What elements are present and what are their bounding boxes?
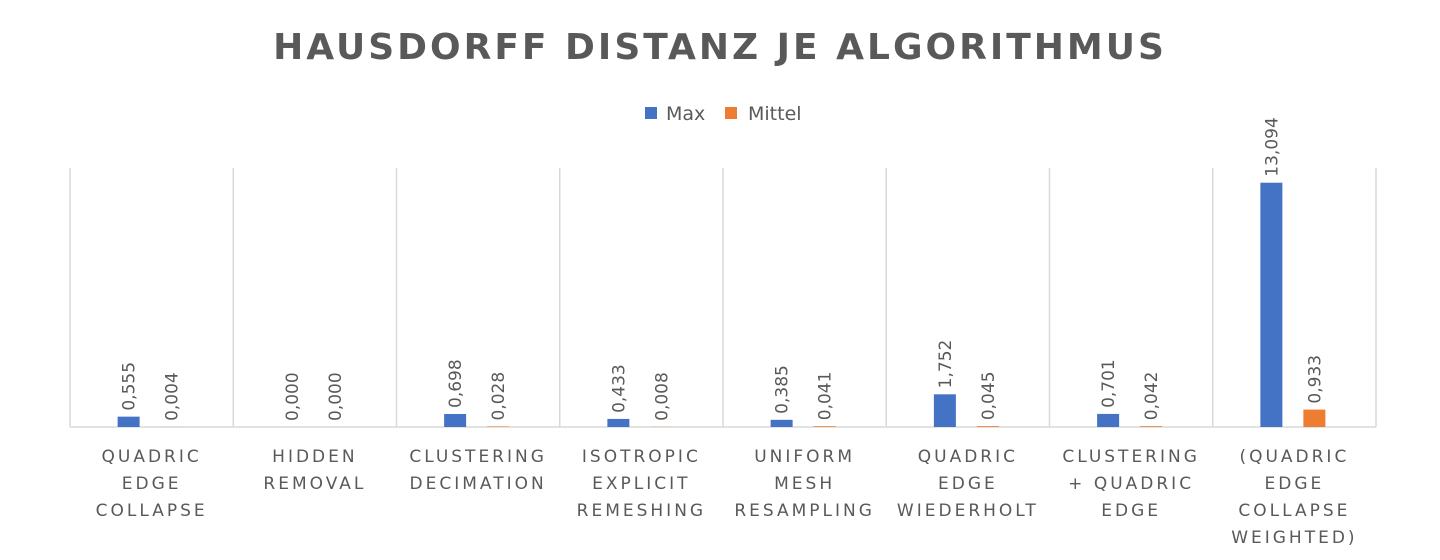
category-label: DECIMATION [410, 474, 547, 494]
category-label: QUADRIC [918, 447, 1018, 467]
category-label: EDGE [938, 474, 998, 494]
category-label: CLUSTERING [409, 447, 547, 467]
category-label: REMOVAL [263, 474, 366, 494]
bar-max [444, 413, 467, 427]
category-label: EDGE [122, 474, 182, 494]
bar-max [607, 418, 630, 427]
bar-max [770, 419, 793, 427]
bar-mittel [1303, 409, 1326, 427]
category-label: MESH [774, 474, 835, 494]
category-label: CLUSTERING [1062, 447, 1200, 467]
data-label-mittel: 0,004 [163, 372, 183, 421]
category-label: HIDDEN [272, 447, 357, 467]
bar-mittel [487, 426, 510, 427]
category-label: WIEDERHOLT [897, 501, 1039, 521]
data-label-max: 0,385 [773, 365, 793, 414]
data-label-mittel: 0,045 [979, 371, 999, 420]
data-label-max: 0,698 [446, 359, 466, 408]
category-label: EDGE [1265, 474, 1325, 494]
data-label-mittel: 0,041 [816, 372, 836, 421]
category-label: COLLAPSE [1238, 501, 1350, 521]
legend-swatch-max [645, 107, 657, 119]
bar-mittel [976, 426, 999, 427]
data-label-max: 0,433 [609, 364, 629, 413]
bars [117, 182, 1326, 427]
category-label: EDGE [1101, 501, 1161, 521]
category-label: (QUADRIC [1239, 447, 1349, 467]
category-label: WEIGHTED) [1231, 528, 1357, 548]
gridlines [69, 168, 1377, 428]
category-label: ISOTROPIC [582, 447, 701, 467]
category-label: QUADRIC [102, 447, 202, 467]
legend-label-mittel: Mittel [748, 103, 802, 125]
bar-max [1260, 182, 1283, 427]
data-label-mittel: 0,008 [652, 372, 672, 421]
data-label-max: 0,701 [1099, 359, 1119, 408]
legend-label-max: Max [666, 103, 705, 125]
data-label-mittel: 0,042 [1142, 372, 1162, 421]
category-labels: QUADRIC EDGE COLLAPSE HIDDEN REMOVAL CLUSTERI… [96, 447, 1357, 548]
data-label-mittel: 0,028 [489, 372, 509, 421]
category-label: COLLAPSE [96, 501, 208, 521]
data-label-mittel: 0,933 [1305, 355, 1325, 404]
data-label-max: 1,752 [936, 340, 956, 389]
bar-max [117, 416, 140, 427]
bar-mittel [1140, 426, 1163, 427]
category-label: UNIFORM [754, 447, 855, 467]
bar-max [1097, 413, 1120, 427]
legend-swatch-mittel [725, 107, 737, 119]
data-label-max: 0,555 [120, 362, 140, 411]
category-label: RESAMPLING [734, 501, 875, 521]
data-label-max: 0,000 [283, 372, 303, 421]
data-label-mittel: 0,000 [326, 372, 346, 421]
category-label: + QUADRIC [1068, 474, 1194, 494]
data-label-max: 13,094 [1262, 117, 1282, 176]
chart-title: HAUSDORFF DISTANZ JE ALGORITHMUS [273, 27, 1167, 68]
category-label: REMESHING [577, 501, 706, 521]
bar-mittel [813, 426, 836, 427]
legend: Max Mittel [645, 103, 802, 125]
data-labels: 0,555 0,000 0,698 0,433 0,385 1,752 0,701 13,09… [120, 117, 1326, 421]
category-label: EXPLICIT [592, 474, 690, 494]
bar-max [933, 394, 956, 427]
